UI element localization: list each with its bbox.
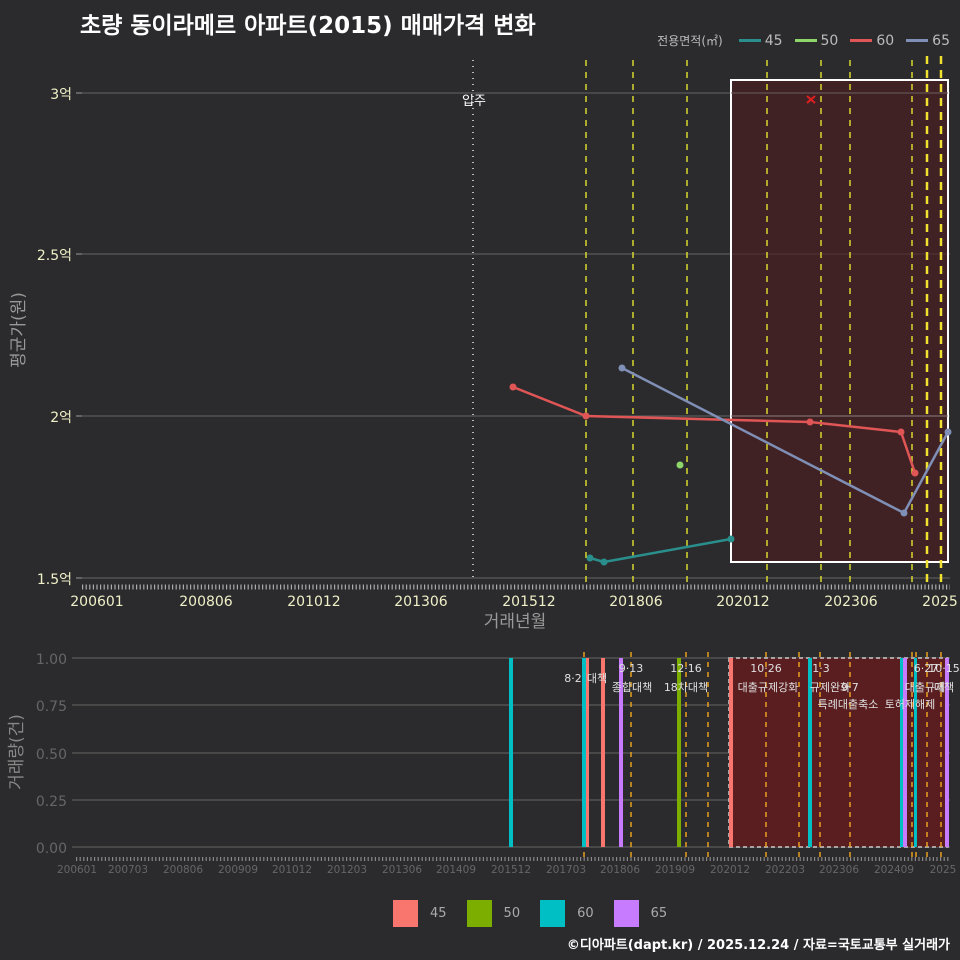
series-65-points [618,364,952,517]
y-tick: 2억 [50,410,72,426]
footer-credit: ©디아파트(dapt.kr) / 2025.12.24 / 자료=국토교통부 실… [566,938,950,953]
legend-item-45: 45 [738,33,783,49]
legend-item-65: 65 [906,33,950,49]
x-axis-label: 거래년월 [484,612,547,632]
series-45-points [586,535,735,566]
policy-label: 대출규제강화 [738,681,799,694]
policy-label: 특례대출축소 [818,698,879,711]
policy-label: 대책 [587,672,607,685]
policy-lines [585,60,913,585]
x-tick: 201306 [394,594,448,610]
y-tick: 0.25 [36,794,67,810]
volume-bars [509,658,949,847]
policy-date: 10·26 [750,662,782,675]
x-tick: 202306 [819,864,859,876]
x-tick: 201909 [655,864,695,876]
legend-item-60: 60 [850,33,894,49]
x-tick: 200601 [57,864,97,876]
policy-date: 12·16 [670,662,702,675]
x-tick: 2025 [922,594,958,610]
series-60-points [509,383,919,477]
legend-swatch-icon [794,39,817,42]
y-tick: 0.50 [36,747,67,763]
x-tick: 202012 [716,594,769,610]
x-tick: 200806 [179,594,233,610]
x-tick: 2025 [930,864,957,876]
legend-top: 전용면적(㎡) 45 50 60 65 [657,32,950,49]
x-tick: 200909 [218,864,258,876]
x-tick: 202203 [765,864,805,876]
y-tick: 0.00 [36,841,67,857]
x-tick: 201012 [287,594,340,610]
policy-label: 종합대책 [612,681,652,694]
x-tick: 200601 [70,594,123,610]
policy-date: 1·3 [812,662,830,675]
x-tick: 201703 [546,864,586,876]
legend-swatch-icon [466,900,492,927]
policy-label: 18차대책 [664,681,708,694]
policy-label: 대출규제 [905,681,945,694]
top-chart: 3억 2.5억 2억 1.5억 200601 200806 201012 201… [9,56,958,632]
policy-label: 규제완화 [810,681,850,694]
y-axis-label-bottom: 거래량(건) [7,714,27,790]
legend-item-50: 50 [794,33,838,49]
legend-swatch-icon [393,900,418,927]
x-tick: 201806 [609,594,663,610]
move-in-label: 입주 [462,94,486,109]
legend-swatch-icon [613,900,639,927]
x-tick: 202306 [824,594,878,610]
x-tick: 201203 [327,864,367,876]
x-tick: 201306 [382,864,422,876]
policy-date: 10·15 [928,662,960,675]
y-tick: 1.00 [36,652,67,668]
chart-title: 초량 동이라메르 아파트(2015) 매매가격 변화 [80,13,536,39]
legend-bottom: 45 50 60 65 [393,900,687,927]
x-tick: 201512 [502,594,555,610]
x-tick: 201409 [436,864,476,876]
legend-title: 전용면적(㎡) [657,34,723,48]
policy-date: 8·2 [564,672,582,685]
x-tick: 202012 [710,864,750,876]
policy-date: 9·13 [619,662,644,675]
policy-date: 6·27 [914,662,939,675]
x-tick: 200703 [108,864,148,876]
x-tick: 200806 [163,864,203,876]
series-45-line [589,537,732,564]
max-marker-icon [806,95,816,104]
y-tick: 3억 [50,87,72,103]
x-tick: 201806 [600,864,640,876]
legend-swatch-icon [540,900,566,927]
policy-label: 대책 [934,681,954,694]
x-tick: 202409 [874,864,914,876]
y-axis-label: 평균가(원) [9,292,29,368]
bottom-chart: 8·2 대책 9·13 종합대책 12·16 18차대책 10·26 대출규제강… [7,652,960,876]
series-50-point [676,461,684,469]
policy-date: 9·7 [841,681,859,694]
x-tick: 201012 [272,864,312,876]
y-tick: 2.5억 [37,248,72,264]
legend-swatch-icon [906,39,929,42]
policy-label: 토허제해제 [885,697,936,711]
legend-swatch-icon [850,39,873,42]
x-tick: 201512 [491,864,531,876]
y-tick: 1.5억 [37,572,72,588]
legend-swatch-icon [738,39,761,42]
y-tick: 0.75 [36,699,67,715]
